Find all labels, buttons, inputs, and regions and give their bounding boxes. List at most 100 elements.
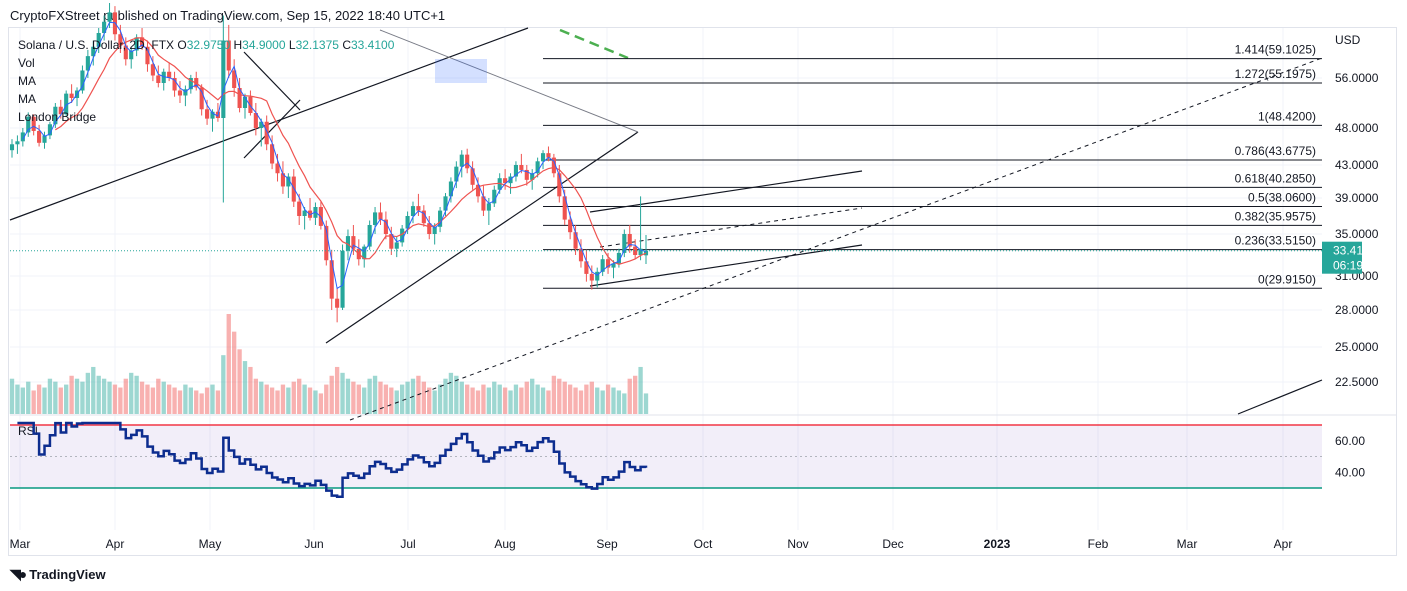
chart-frame[interactable] bbox=[8, 27, 1397, 556]
fib-level-label: 1.272(55.1975) bbox=[1235, 67, 1316, 81]
trend-line bbox=[559, 28, 629, 60]
volume-bar bbox=[183, 384, 188, 414]
volume-bar bbox=[470, 387, 475, 414]
volume-bar bbox=[80, 381, 85, 414]
volume-bar bbox=[481, 384, 486, 414]
volume-bar bbox=[237, 349, 242, 414]
candle-body bbox=[540, 153, 546, 162]
candle-body bbox=[20, 132, 25, 142]
candle-body bbox=[513, 165, 519, 177]
candle-body bbox=[275, 163, 280, 174]
y-tick-label: 35.0000 bbox=[1335, 227, 1379, 241]
volume-bar bbox=[129, 372, 134, 414]
volume-bar bbox=[643, 393, 649, 414]
legend-close-label: C bbox=[342, 38, 351, 52]
chart-legend: Solana / U.S. Dollar, 2D, FTX O32.9750 H… bbox=[18, 36, 394, 126]
candle-body bbox=[9, 144, 15, 151]
candle-body bbox=[242, 96, 248, 108]
volume-bar bbox=[600, 390, 605, 414]
tradingview-logo-icon: ◥● bbox=[10, 566, 27, 582]
volume-bar bbox=[215, 390, 221, 414]
candle-body bbox=[31, 116, 36, 131]
candle-body bbox=[329, 260, 334, 299]
candle-body bbox=[475, 184, 481, 197]
candle-body bbox=[335, 298, 340, 308]
volume-bar bbox=[383, 384, 389, 414]
candle-body bbox=[172, 78, 177, 91]
y-tick-label: 56.0000 bbox=[1335, 71, 1379, 85]
candle-body bbox=[633, 246, 638, 255]
volume-bar bbox=[589, 381, 594, 414]
candle-body bbox=[96, 33, 101, 47]
volume-bar bbox=[432, 390, 437, 414]
volume-bar bbox=[145, 384, 150, 414]
candle-body bbox=[232, 70, 237, 88]
volume-bar bbox=[443, 378, 448, 414]
volume-bar bbox=[475, 390, 481, 414]
candle-body bbox=[432, 226, 437, 234]
volume-bar bbox=[139, 381, 145, 414]
volume-bar bbox=[199, 393, 204, 414]
trend-line bbox=[599, 207, 863, 248]
volume-bar bbox=[627, 378, 632, 414]
last-price-badge bbox=[1322, 241, 1362, 274]
volume-bar bbox=[42, 387, 47, 414]
candle-body bbox=[643, 250, 649, 256]
candle-body bbox=[405, 216, 410, 229]
volume-bar bbox=[497, 384, 502, 414]
candle-body bbox=[524, 169, 529, 180]
candle-body bbox=[161, 71, 166, 83]
legend-symbol[interactable]: Solana / U.S. Dollar, 2D, FTX bbox=[18, 38, 175, 52]
candle-body bbox=[37, 130, 42, 143]
candle-body bbox=[340, 250, 345, 308]
volume-bar bbox=[367, 378, 372, 414]
volume-bar bbox=[64, 384, 69, 414]
volume-bar bbox=[540, 387, 546, 414]
volume-bar bbox=[551, 375, 557, 414]
rsi-y-tick-label: 40.00 bbox=[1335, 465, 1365, 479]
volume-bar bbox=[584, 384, 589, 414]
candle-body bbox=[47, 124, 52, 136]
legend-study-vol[interactable]: Vol bbox=[18, 56, 35, 70]
volume-bar bbox=[616, 390, 622, 414]
legend-ohlc-row: Solana / U.S. Dollar, 2D, FTX O32.9750 H… bbox=[18, 36, 394, 54]
legend-low-label: L bbox=[288, 38, 296, 52]
trend-line bbox=[9, 27, 529, 221]
candle-body bbox=[102, 21, 107, 33]
legend-study-london-bridge[interactable]: London Bridge bbox=[18, 110, 97, 124]
candle-body bbox=[156, 75, 161, 83]
volume-bar bbox=[448, 372, 454, 414]
volume-bar bbox=[502, 387, 508, 414]
candle-body bbox=[42, 135, 47, 143]
candle-body bbox=[551, 157, 556, 174]
volume-bar bbox=[492, 381, 497, 414]
candle-body bbox=[345, 236, 351, 251]
x-tick-label: May bbox=[199, 537, 222, 551]
legend-high-label: H bbox=[233, 38, 243, 52]
candle-body bbox=[69, 93, 74, 98]
volume-bar bbox=[334, 366, 340, 414]
volume-bar bbox=[378, 381, 383, 414]
volume-bar bbox=[91, 366, 96, 414]
candle-body bbox=[15, 141, 20, 145]
volume-bar bbox=[172, 387, 177, 414]
candle-body bbox=[443, 196, 448, 211]
y-tick-label: 25.0000 bbox=[1335, 340, 1379, 354]
volume-bar bbox=[307, 387, 313, 414]
candle-body bbox=[297, 201, 302, 216]
candle-body bbox=[486, 203, 491, 211]
volume-bar bbox=[524, 381, 529, 414]
volume-bar bbox=[362, 387, 367, 414]
candle-body bbox=[53, 106, 58, 125]
legend-study-ma-1[interactable]: MA bbox=[18, 74, 36, 88]
legend-study-ma-2[interactable]: MA bbox=[18, 92, 36, 106]
candle-body bbox=[589, 273, 594, 281]
volume-bar bbox=[351, 381, 356, 414]
volume-bar bbox=[632, 375, 638, 414]
tradingview-logo[interactable]: ◥● TradingView bbox=[10, 566, 106, 583]
candle-body bbox=[129, 50, 134, 60]
candle-body bbox=[259, 121, 264, 128]
volume-bar bbox=[9, 378, 15, 414]
candle-body bbox=[400, 228, 405, 243]
